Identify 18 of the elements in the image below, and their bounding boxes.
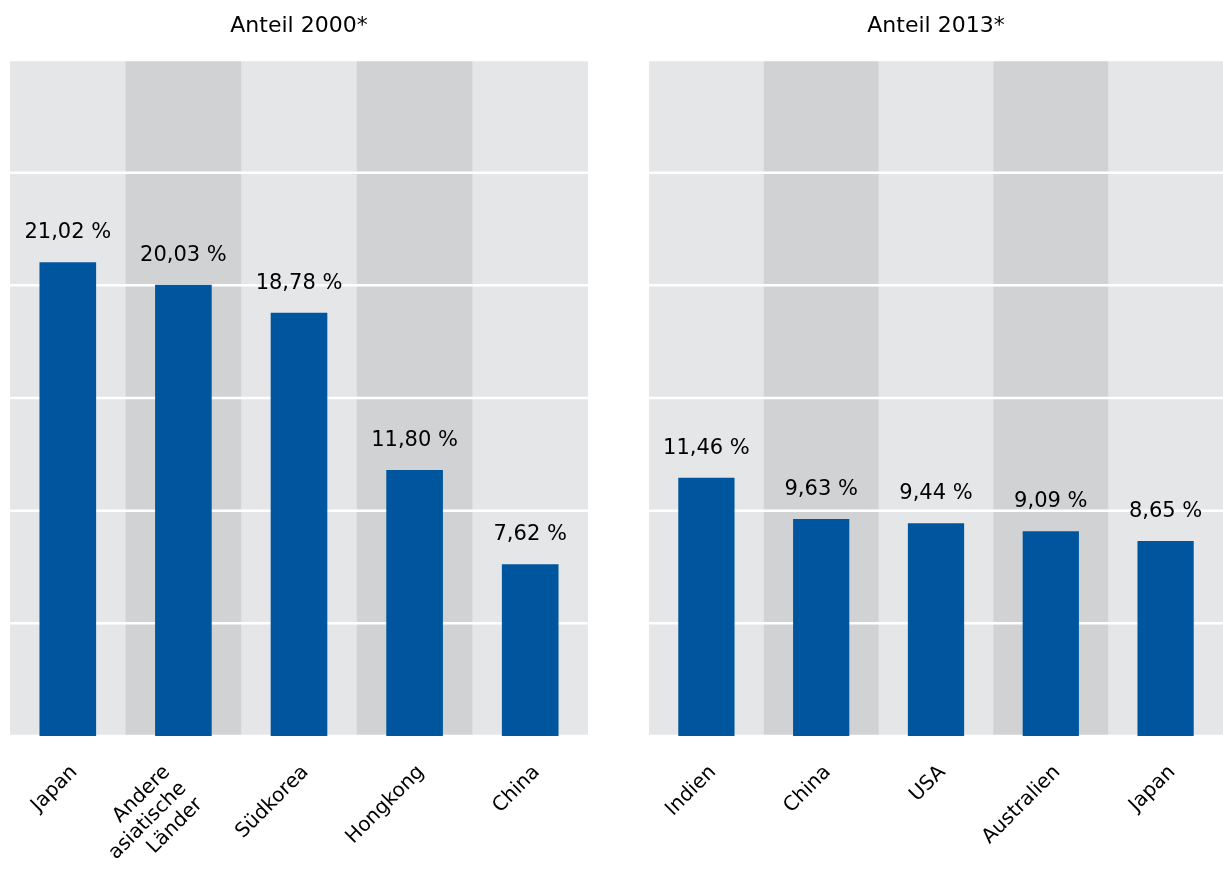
data-label: 7,62 %: [493, 521, 567, 546]
x-tick-label: USA: [903, 759, 950, 806]
chart-title: Anteil 2000*: [230, 11, 368, 37]
data-label: 21,02 %: [24, 219, 112, 244]
data-label: 8,65 %: [1128, 498, 1203, 523]
data-label: 9,44 %: [899, 480, 973, 505]
data-label: 11,80 %: [371, 427, 458, 452]
data-label: 11,46 %: [663, 434, 750, 459]
chart-title: Anteil 2013*: [867, 11, 1005, 37]
data-label: 9,63 %: [784, 476, 858, 500]
data-label: 20,03 %: [140, 241, 227, 266]
bar: [39, 262, 97, 736]
bar: [270, 312, 328, 736]
bar: [155, 284, 212, 736]
data-label: 9,09 %: [1014, 488, 1088, 513]
bar: [501, 564, 559, 736]
bar: [386, 470, 443, 736]
data-label: 18,78 %: [255, 269, 343, 294]
